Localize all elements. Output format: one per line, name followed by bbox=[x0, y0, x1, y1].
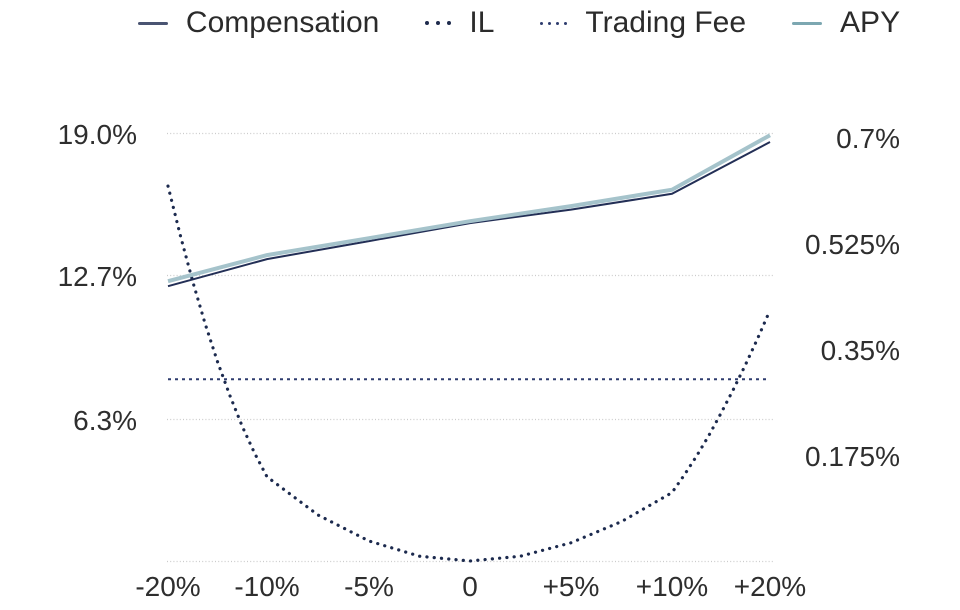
legend-dots-icon bbox=[540, 21, 568, 25]
left-axis-tick-label: 12.7% bbox=[57, 260, 137, 292]
x-axis-tick-label: 0 bbox=[462, 571, 478, 602]
left-axis-tick-label: 19.0% bbox=[57, 119, 137, 150]
right-axis-tick-label: 0.35% bbox=[820, 335, 900, 366]
legend-dot bbox=[564, 21, 568, 25]
right-axis-tick-label: 0.525% bbox=[805, 229, 900, 260]
x-axis-tick-label: -10% bbox=[234, 571, 300, 602]
right-axis-tick-label: 0.175% bbox=[805, 441, 900, 472]
legend-dot bbox=[556, 21, 560, 25]
right-axis-tick-label: 0.7% bbox=[836, 123, 900, 154]
x-axis-tick-label: +5% bbox=[542, 571, 600, 602]
series-il bbox=[166, 184, 772, 563]
x-axis-tick-label: -20% bbox=[135, 571, 201, 602]
legend-dot bbox=[425, 21, 430, 25]
x-axis-tick-label: +20% bbox=[733, 571, 807, 602]
legend-item-compensation[interactable]: Compensation bbox=[137, 6, 380, 40]
legend-line-icon bbox=[792, 21, 823, 25]
series-compensation bbox=[167, 141, 771, 288]
chart-legend: Compensation IL Trading Fee APY bbox=[0, 6, 960, 40]
legend-label: IL bbox=[469, 6, 495, 39]
legend-label: Compensation bbox=[185, 6, 380, 39]
legend-label: Trading Fee bbox=[585, 6, 747, 39]
legend-dot bbox=[447, 21, 452, 25]
x-axis-tick-label: +10% bbox=[635, 571, 709, 602]
legend-item-trading-fee[interactable]: Trading Fee bbox=[540, 6, 746, 40]
legend-item-il[interactable]: IL bbox=[425, 6, 494, 40]
legend-item-apy[interactable]: APY bbox=[792, 6, 900, 40]
legend-dot bbox=[540, 21, 544, 25]
legend-dot bbox=[548, 21, 552, 25]
left-axis-tick-label: 6.3% bbox=[73, 405, 137, 437]
legend-dot bbox=[436, 21, 441, 25]
x-axis-tick-label: -5% bbox=[344, 571, 394, 602]
legend-label: APY bbox=[840, 6, 901, 39]
series-apy bbox=[167, 133, 771, 284]
legend-dots-icon bbox=[425, 21, 452, 25]
legend-line-icon bbox=[137, 21, 168, 25]
x-axis: -20% -10% -5% 0 +5% +10% +20% bbox=[0, 571, 960, 607]
